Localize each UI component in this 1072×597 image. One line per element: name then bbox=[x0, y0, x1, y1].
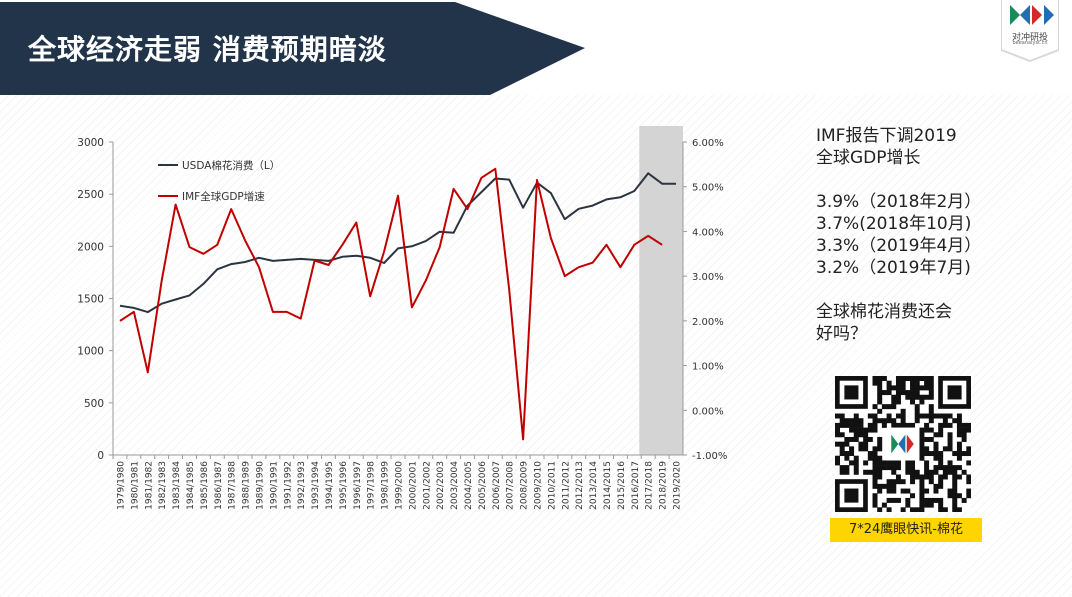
x-tick-label: 1983/1984 bbox=[172, 461, 182, 510]
y-right-tick-label: 2.00% bbox=[692, 317, 724, 328]
x-tick-label: 1980/1981 bbox=[130, 461, 140, 510]
x-tick-label: 2008/2009 bbox=[520, 461, 530, 510]
x-tick-label: 2017/2018 bbox=[645, 461, 655, 510]
side-line: 3.9%（2018年2月） bbox=[816, 192, 982, 212]
y-left-tick-label: 2500 bbox=[77, 189, 104, 201]
x-tick-label: 1989/1990 bbox=[255, 461, 265, 510]
side-notes: IMF报告下调2019 全球GDP增长 3.9%（2018年2月） 3.7%(2… bbox=[816, 125, 1066, 345]
legend-label: IMF全球GDP增速 bbox=[182, 190, 265, 203]
y-left-tick-label: 1000 bbox=[77, 346, 104, 358]
x-tick-label: 1997/1998 bbox=[367, 461, 377, 510]
title-banner bbox=[0, 2, 585, 95]
x-tick-label: 1986/1987 bbox=[214, 461, 224, 510]
x-tick-label: 1994/1995 bbox=[325, 461, 335, 510]
y-left-tick-label: 0 bbox=[97, 450, 104, 462]
side-line bbox=[816, 169, 1066, 191]
x-tick-label: 2000/2001 bbox=[408, 461, 418, 510]
side-line: 全球棉花消费还会 bbox=[816, 302, 952, 322]
side-line: 3.3%（2019年4月） bbox=[816, 236, 982, 256]
logo-mark-icon bbox=[1010, 5, 1054, 25]
legend-label: USDA棉花消费（L） bbox=[182, 159, 280, 172]
x-tick-label: 1984/1985 bbox=[186, 461, 196, 510]
x-tick-label: 2013/2014 bbox=[589, 461, 599, 510]
logo bbox=[1002, 0, 1058, 60]
y-right-tick-label: -1.00% bbox=[692, 451, 727, 462]
side-line: 3.7%(2018年10月) bbox=[816, 214, 972, 234]
x-tick-label: 2016/2017 bbox=[631, 461, 641, 510]
qr-caption: 7*24鹰眼快讯-棉花 bbox=[830, 518, 982, 542]
x-tick-label: 1981/1982 bbox=[144, 461, 154, 510]
x-tick-label: 1987/1988 bbox=[228, 461, 238, 510]
y-right-tick-label: 3.00% bbox=[692, 272, 724, 283]
x-tick-label: 2004/2005 bbox=[464, 461, 474, 510]
x-tick-label: 1990/1991 bbox=[269, 461, 279, 510]
x-tick-label: 2005/2006 bbox=[478, 461, 488, 510]
header-bar: 全球经济走弱 消费预期暗淡 对冲研投 beeanalyst.cn bbox=[0, 0, 1072, 95]
x-tick-label: 2007/2008 bbox=[506, 461, 516, 510]
x-tick-label: 2002/2003 bbox=[436, 461, 446, 510]
page-title: 全球经济走弱 消费预期暗淡 bbox=[28, 33, 387, 66]
y-right-tick-label: 5.00% bbox=[692, 183, 724, 194]
x-tick-label: 1995/1996 bbox=[339, 461, 349, 510]
x-tick-label: 1979/1980 bbox=[116, 461, 126, 510]
x-tick-label: 2011/2012 bbox=[561, 461, 571, 510]
side-line bbox=[816, 279, 1066, 301]
y-left-tick-label: 500 bbox=[84, 398, 104, 410]
y-right-tick-label: 0.00% bbox=[692, 406, 724, 417]
x-tick-label: 2010/2011 bbox=[547, 461, 557, 510]
side-line: 好吗？ bbox=[816, 324, 867, 344]
x-tick-label: 1992/1993 bbox=[297, 461, 307, 510]
background-pattern bbox=[0, 95, 1072, 597]
x-tick-label: 2018/2019 bbox=[659, 461, 669, 510]
y-right-tick-label: 1.00% bbox=[692, 362, 724, 373]
x-tick-label: 2006/2007 bbox=[492, 461, 502, 510]
side-line: 全球GDP增长 bbox=[816, 148, 921, 168]
logo-text: 对冲研投 bbox=[1011, 33, 1048, 43]
x-tick-label: 1988/1989 bbox=[242, 461, 252, 510]
y-left-tick-label: 1500 bbox=[77, 294, 104, 306]
series-line-gdp bbox=[119, 167, 663, 441]
x-tick-label: 1998/1999 bbox=[381, 461, 391, 510]
x-tick-label: 2001/2002 bbox=[422, 461, 432, 510]
x-tick-label: 1999/2000 bbox=[395, 461, 405, 510]
chart: 0 500 1000 1500 2000 2500 3000 -1.00% 0.00% 1.00%… bbox=[77, 126, 727, 510]
side-line: IMF报告下调2019 bbox=[816, 126, 957, 146]
x-tick-label: 1985/1986 bbox=[200, 461, 210, 510]
x-tick-label: 1982/1983 bbox=[158, 461, 168, 510]
x-tick-label: 2003/2004 bbox=[450, 461, 460, 510]
x-tick-label: 2019/2020 bbox=[673, 461, 683, 510]
highlight-band bbox=[639, 126, 683, 455]
y-right-tick-label: 6.00% bbox=[692, 138, 724, 149]
series-line-consumption bbox=[119, 172, 676, 314]
logo-subtext: beeanalyst.cn bbox=[1012, 40, 1048, 46]
side-line: 3.2%（2019年7月) bbox=[816, 258, 971, 278]
x-tick-label: 1993/1994 bbox=[311, 461, 321, 510]
x-tick-label: 2009/2010 bbox=[534, 461, 544, 510]
x-tick-label: 1996/1997 bbox=[353, 461, 363, 510]
y-right-tick-label: 4.00% bbox=[692, 227, 724, 238]
x-tick-label: 2012/2013 bbox=[575, 461, 585, 510]
y-left-tick-label: 2000 bbox=[77, 241, 104, 253]
x-tick-label: 1991/1992 bbox=[283, 461, 293, 510]
x-tick-label: 2014/2015 bbox=[603, 461, 613, 510]
x-tick-label: 2015/2016 bbox=[617, 461, 627, 510]
y-left-tick-label: 3000 bbox=[77, 137, 104, 149]
qr-code-icon[interactable] bbox=[835, 376, 971, 512]
